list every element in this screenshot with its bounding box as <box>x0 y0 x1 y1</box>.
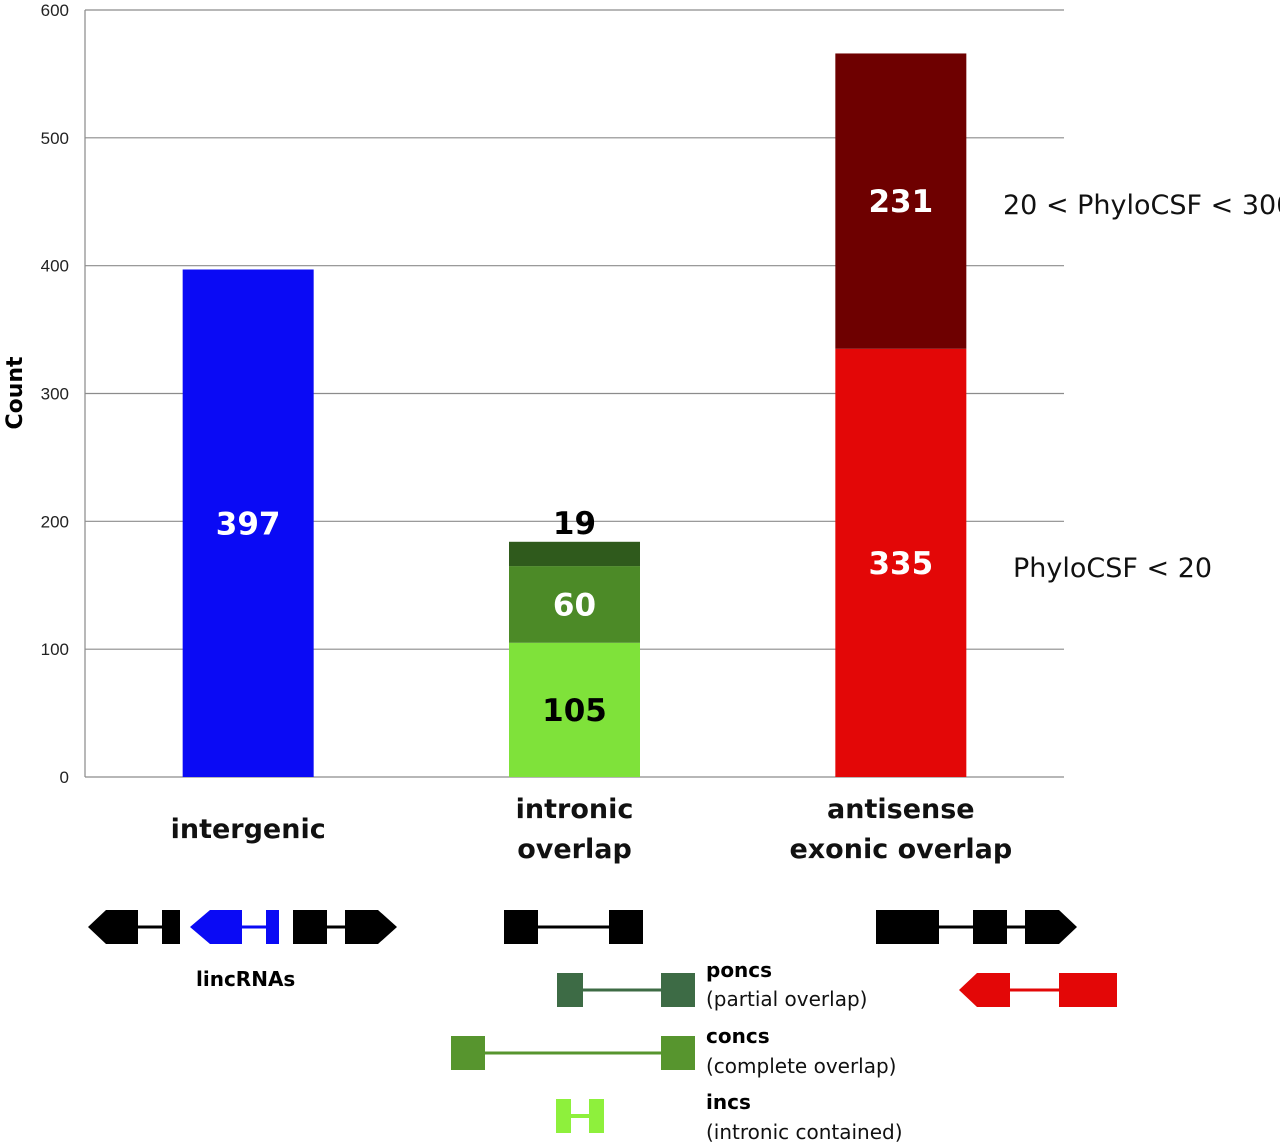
side-label-high: 20 < PhyloCSF < 300 <box>1003 190 1280 221</box>
exon-block <box>293 910 327 944</box>
antisense-exon-arrow <box>959 973 1010 1007</box>
poncs-subtitle: (partial overlap) <box>706 987 867 1011</box>
y-tick-labels: 0 100 200 300 400 500 600 <box>41 1 69 787</box>
lincrna-exon-arrow <box>190 910 242 944</box>
antisense-gene-diagram <box>876 910 1117 1007</box>
bar-value-label: 60 <box>553 587 596 623</box>
bar-stack: 105 60 19 <box>509 506 640 777</box>
y-tick-label: 600 <box>41 1 69 20</box>
y-tick-label: 500 <box>41 129 69 148</box>
side-label-low: PhyloCSF < 20 <box>1013 553 1212 584</box>
bar-value-label: 105 <box>542 693 607 729</box>
y-tick-label: 200 <box>41 512 69 531</box>
intergenic-gene-diagram: lincRNAs <box>88 910 397 991</box>
category-label: overlap <box>517 834 632 865</box>
category-label: intergenic <box>171 814 326 845</box>
exon-block <box>973 910 1007 944</box>
category-labels: intergenic intronic overlap antisense exonic… <box>171 794 1013 865</box>
bar-segment <box>509 566 640 643</box>
exon-arrow-right <box>345 910 397 944</box>
incs-title: incs <box>706 1090 751 1114</box>
incs-subtitle: (intronic contained) <box>706 1120 903 1144</box>
category-label: intronic <box>516 794 634 825</box>
y-axis-title: Count <box>3 356 28 430</box>
y-tick-label: 0 <box>60 768 69 787</box>
incs-exon <box>589 1099 604 1133</box>
concs-exon <box>451 1036 485 1070</box>
exon-block <box>609 910 643 944</box>
exon-block <box>876 910 939 944</box>
bar-value-label: 335 <box>868 546 933 582</box>
bar-stack: 335 231 <box>835 53 967 777</box>
y-tick-label: 100 <box>41 640 69 659</box>
concs-subtitle: (complete overlap) <box>706 1054 897 1078</box>
antisense-exon-block <box>1059 973 1117 1007</box>
poncs-title: poncs <box>706 958 772 982</box>
poncs-exon <box>661 973 695 1007</box>
exon-arrow-right <box>1025 910 1077 944</box>
category-label: antisense <box>827 794 975 825</box>
y-tick-label: 300 <box>41 385 69 404</box>
exon-block <box>162 910 180 944</box>
bar-segment <box>509 541 640 567</box>
bar-segment <box>182 269 314 777</box>
bar-value-label: 231 <box>868 184 933 220</box>
incs-exon <box>556 1099 571 1133</box>
lincrna-exon-block <box>266 910 279 944</box>
bar-value-label: 397 <box>216 506 281 542</box>
poncs-exon <box>557 973 583 1007</box>
bar-segment <box>509 642 640 777</box>
concs-exon <box>661 1036 695 1070</box>
bars: 397 105 60 19 335 231 <box>182 53 967 777</box>
category-label: exonic overlap <box>789 834 1012 865</box>
bar-segment <box>835 348 967 777</box>
bar-value-label: 19 <box>553 506 596 542</box>
lincrnas-label: lincRNAs <box>196 967 295 991</box>
bar-segment <box>835 53 967 349</box>
exon-block <box>504 910 538 944</box>
exon-arrow-left <box>88 910 138 944</box>
y-tick-label: 400 <box>41 257 69 276</box>
intronic-gene-diagram: poncs (partial overlap) concs (complete … <box>451 910 903 1144</box>
concs-title: concs <box>706 1024 770 1048</box>
bar-stack: 397 <box>182 269 314 777</box>
